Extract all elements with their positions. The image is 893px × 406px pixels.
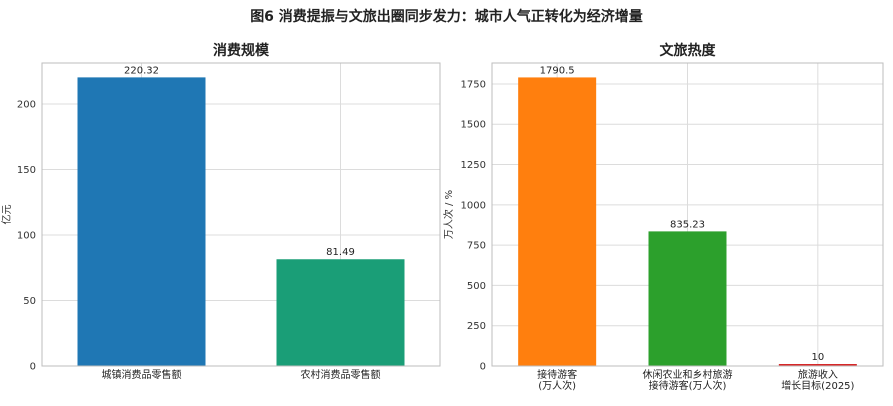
chart1-title: 消费规模 xyxy=(213,42,270,59)
chart2-x-tick-label: 休闲农业和乡村旅游 xyxy=(643,368,733,381)
chart2-data-label: 10 xyxy=(811,352,824,363)
chart2-y-tick-label: 500 xyxy=(467,281,486,292)
chart2-plot-frame xyxy=(491,62,884,367)
chart2-x-tick-label: 增长目标(2025) xyxy=(781,379,854,392)
chart1-y-tick-label: 0 xyxy=(30,362,36,373)
chart2-bar xyxy=(648,231,727,366)
chart2-y-tick-label: 1750 xyxy=(461,79,486,90)
chart2-data-label: 1790.5 xyxy=(540,65,575,76)
chart1-y-axis-label: 亿元 xyxy=(0,205,13,225)
chart2-x-tick-label: 接待游客 xyxy=(537,368,577,381)
chart2-x-tick-label: 接待游客(万人次) xyxy=(649,379,727,392)
chart1-plot-frame xyxy=(41,62,441,367)
figure-title: 图6 消费提振与文旅出圈同步发力：城市人气正转化为经济增量 xyxy=(250,9,643,25)
chart1-bar xyxy=(276,259,405,366)
chart1-y-tick-label: 100 xyxy=(17,231,36,242)
chart2-x-tick-label: (万人次) xyxy=(538,379,576,392)
chart2-y-axis-label: 万人次 / % xyxy=(442,190,455,239)
chart2-y-tick-label: 0 xyxy=(480,362,486,373)
chart1-y-tick-label: 150 xyxy=(17,165,36,176)
chart1-x-tick-label: 城镇消费品零售额 xyxy=(102,368,182,381)
chart2-y-tick-label: 1000 xyxy=(461,200,486,211)
chart1-data-label: 220.32 xyxy=(124,65,159,76)
chart2-bar xyxy=(778,364,857,366)
chart1-y-tick-label: 200 xyxy=(17,100,36,111)
chart2-y-tick-label: 750 xyxy=(467,241,486,252)
chart2-x-tick-label: 旅游收入 xyxy=(798,368,838,381)
chart2-y-tick-label: 1500 xyxy=(461,120,486,131)
chart1-bar xyxy=(77,77,206,366)
chart1-data-label: 81.49 xyxy=(326,247,355,258)
chart1-x-tick-label: 农村消费品零售额 xyxy=(301,368,381,381)
chart2-y-tick-label: 250 xyxy=(467,321,486,332)
chart2-data-label: 835.23 xyxy=(670,219,705,230)
chart1-y-tick-label: 50 xyxy=(23,296,36,307)
chart2-y-tick-label: 1250 xyxy=(461,160,486,171)
chart2-title: 文旅热度 xyxy=(660,42,717,59)
chart2-bar xyxy=(518,77,597,366)
